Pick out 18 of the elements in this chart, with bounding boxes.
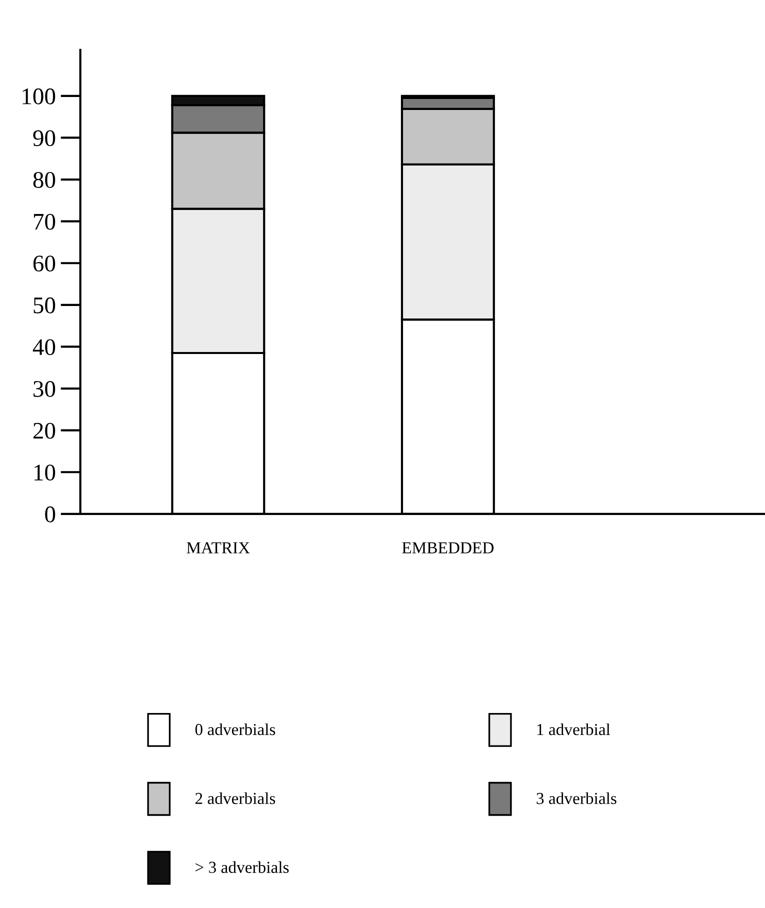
y-tick-label: 40: [32, 339, 56, 356]
legend-label: 1 adverbial: [537, 723, 610, 736]
y-tick-label: 60: [33, 256, 56, 272]
y-tick-label: 70: [34, 214, 56, 230]
x-tick-label: MATRIX: [186, 542, 250, 554]
y-tick-label: 90: [33, 130, 56, 146]
y-tick-label: 100: [22, 88, 56, 104]
y-tick-label: 30: [34, 381, 56, 397]
x-tick-label: EMBEDDED: [402, 542, 494, 554]
y-tick-label: 50: [34, 297, 56, 314]
legend-label: > 3 adverbials: [196, 861, 289, 873]
legend-label: 3 adverbials: [536, 792, 616, 804]
legend-label: 2 adverbials: [195, 792, 276, 804]
legend-label: 0 adverbials: [195, 723, 276, 736]
y-tick-label: 10: [34, 464, 56, 481]
y-tick-label: 80: [33, 172, 56, 188]
y-tick-label: 20: [33, 422, 56, 439]
y-tick-label: 0: [45, 506, 56, 522]
